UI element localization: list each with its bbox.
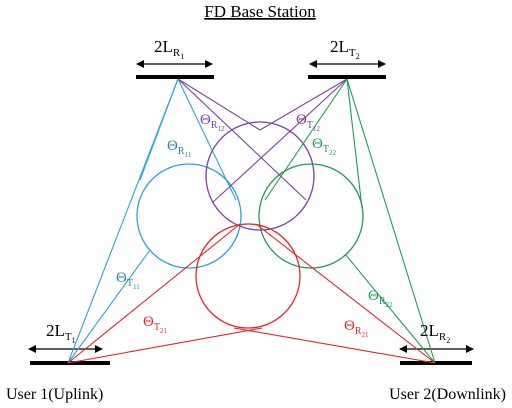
red-ray xyxy=(255,223,436,364)
user1-length-label: 2LT1 xyxy=(46,321,76,345)
red-coverage-circle xyxy=(195,223,301,329)
purple-ray xyxy=(177,78,307,201)
purple-ray xyxy=(212,78,348,203)
angle-r21-label: ΘR21 xyxy=(344,318,369,339)
blue-ray xyxy=(67,249,151,364)
user-uplink-label: User 1(Uplink) xyxy=(6,386,103,403)
green-coverage-circle xyxy=(258,163,364,269)
red-ray xyxy=(67,223,241,364)
diagram-title: FD Base Station xyxy=(204,2,316,21)
blue-coverage-circle xyxy=(136,163,242,269)
angle-r22-label: ΘR22 xyxy=(368,288,393,309)
purple-coverage-circle xyxy=(205,121,315,231)
green-ray xyxy=(344,253,436,364)
angle-t21-label: ΘT21 xyxy=(143,314,167,335)
angle-t22-label: ΘT22 xyxy=(312,136,336,157)
purple-ray xyxy=(177,78,261,131)
green-ray xyxy=(346,78,363,209)
base-transmit-length-label: 2LT2 xyxy=(330,37,360,61)
purple-ray xyxy=(259,78,348,131)
angle-t12-label: ΘT12 xyxy=(296,112,320,133)
angle-r11-label: ΘR11 xyxy=(167,138,192,159)
green-ray xyxy=(264,78,348,201)
red-ray xyxy=(67,327,263,364)
angle-r12-label: ΘR12 xyxy=(200,112,225,133)
blue-ray xyxy=(177,78,237,201)
green-ray xyxy=(346,78,436,364)
user2-length-label: 2LR2 xyxy=(420,321,450,345)
base-receive-length-label: 2LR1 xyxy=(154,37,184,61)
red-ray xyxy=(233,327,436,364)
blue-ray xyxy=(67,78,179,364)
angle-t11-label: ΘT11 xyxy=(116,270,140,291)
user-downlink-label: User 2(Downlink) xyxy=(389,386,506,403)
